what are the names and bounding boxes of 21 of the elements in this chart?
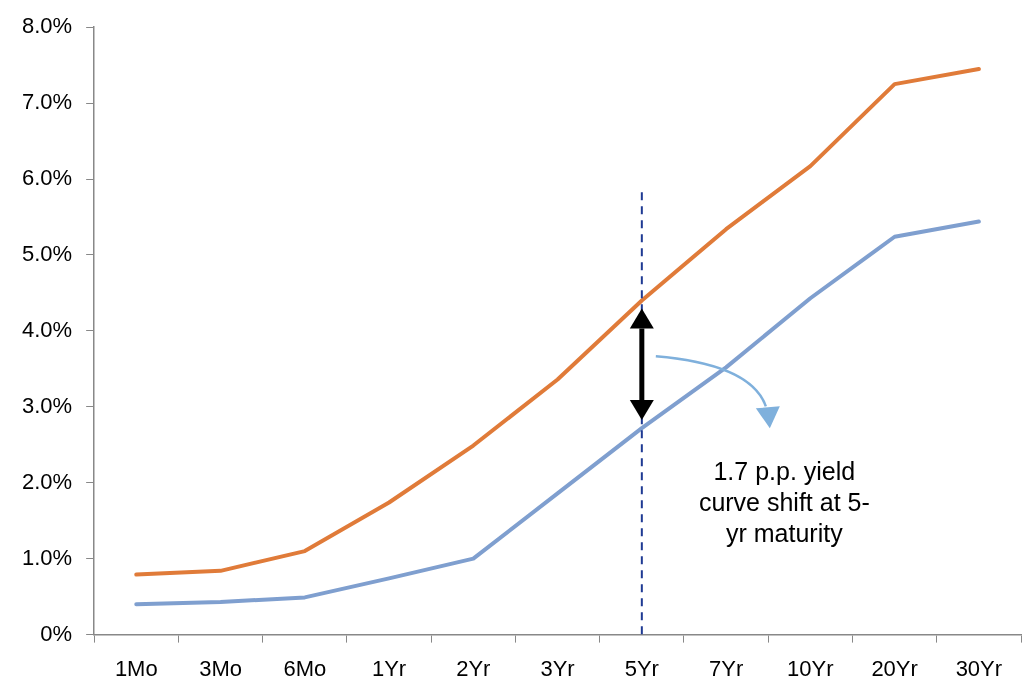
y-tick-label: 8.0%: [21, 13, 73, 39]
y-tick-label: 3.0%: [21, 392, 73, 418]
x-tick-label: 6Mo: [283, 655, 327, 681]
y-tick-label: 1.0%: [21, 544, 73, 570]
x-tick-label: 1Yr: [371, 655, 407, 681]
x-tick-label: 5Yr: [624, 655, 659, 681]
y-tick-label: 5.0%: [21, 241, 73, 267]
x-tick-label: 1Mo: [114, 655, 158, 681]
x-tick-label: 30Yr: [955, 655, 1003, 681]
y-tick-label: 0%: [40, 620, 73, 646]
y-tick-label: 4.0%: [21, 316, 73, 342]
y-tick-label: 7.0%: [21, 89, 73, 115]
annotation: 1.7 p.p. yield curve shift at 5-yr maturity: [697, 456, 871, 550]
x-tick-label: 3Mo: [199, 655, 242, 681]
x-tick-label: 2Yr: [456, 655, 491, 681]
x-tick-label: 20Yr: [871, 655, 918, 681]
x-tick-label: 7Yr: [708, 655, 744, 681]
x-tick-label: 3Yr: [540, 655, 575, 681]
y-tick-label: 2.0%: [21, 468, 73, 494]
y-tick-label: 6.0%: [21, 165, 73, 191]
x-tick-label: 10Yr: [787, 655, 834, 681]
